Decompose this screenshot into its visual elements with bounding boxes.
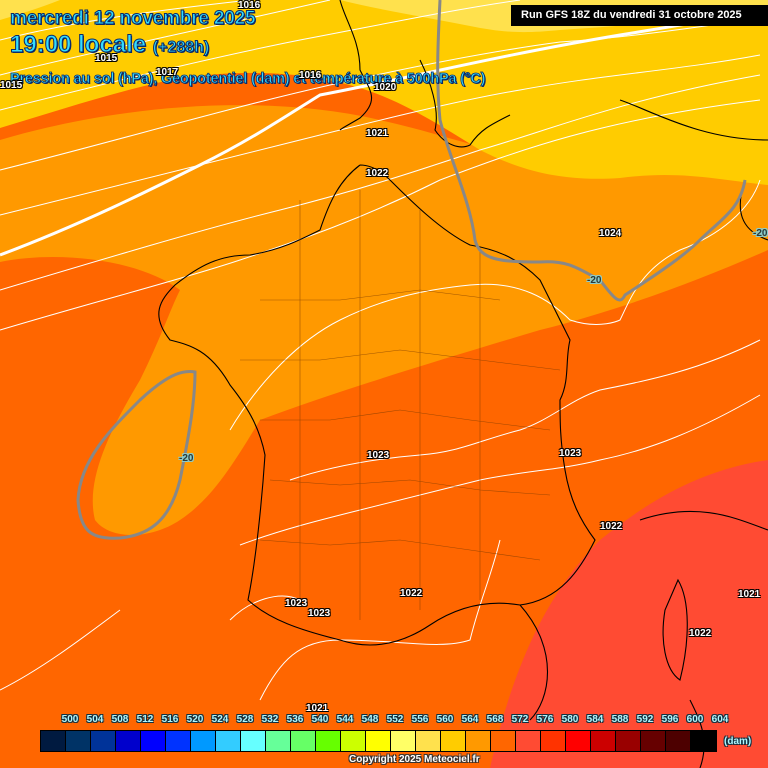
legend-value: 588 [611, 714, 629, 725]
legend-value: 584 [586, 714, 604, 725]
legend-value: 552 [386, 714, 404, 725]
legend-value: 560 [436, 714, 454, 725]
legend-value: 556 [411, 714, 429, 725]
forecast-time: 19:00 locale (+288h) [9, 31, 210, 59]
legend-value: 564 [461, 714, 479, 725]
legend-value: 524 [211, 714, 229, 725]
legend-swatch [441, 731, 466, 751]
legend-value: 520 [186, 714, 204, 725]
legend-value: 528 [236, 714, 254, 725]
pressure-label: 1016 [299, 70, 322, 81]
legend-value: 596 [661, 714, 679, 725]
zone-568 [490, 460, 768, 768]
legend-value: 576 [536, 714, 554, 725]
pressure-label: 1023 [308, 608, 331, 619]
legend-swatch [616, 731, 641, 751]
pressure-label: 1022 [366, 168, 389, 179]
legend-unit: (dam) [724, 736, 752, 747]
legend-swatch [466, 731, 491, 751]
legend-swatch [116, 731, 141, 751]
pressure-label: 1022 [689, 628, 712, 639]
legend-swatch [166, 731, 191, 751]
zone-560 [0, 105, 768, 535]
legend-value: 512 [136, 714, 154, 725]
legend-value: 500 [61, 714, 79, 725]
pressure-label: 1023 [559, 448, 582, 459]
legend-swatch [516, 731, 541, 751]
pressure-label: 1024 [599, 228, 622, 239]
forecast-date: mercredi 12 novembre 2025 [9, 8, 256, 30]
departments [240, 190, 561, 620]
legend-swatch [316, 731, 341, 751]
legend-value: 540 [311, 714, 329, 725]
legend-value: 572 [511, 714, 529, 725]
temperature-label: -20 [179, 453, 194, 464]
legend-value: 592 [636, 714, 654, 725]
legend-swatch [266, 731, 291, 751]
legend-value: 580 [561, 714, 579, 725]
run-info-banner: Run GFS 18Z du vendredi 31 octobre 2025 [511, 5, 768, 26]
legend-swatch [591, 731, 616, 751]
temperature-label: -20 [753, 228, 768, 239]
isobars [0, 0, 761, 701]
legend-value: 536 [286, 714, 304, 725]
thick-isobars [0, 8, 768, 257]
legend-swatch [691, 731, 716, 751]
legend-value: 568 [486, 714, 504, 725]
isotherm-minus20 [76, 0, 747, 540]
legend-value: 600 [686, 714, 704, 725]
pressure-label: 1015 [95, 53, 118, 64]
pressure-label: 1015 [0, 80, 23, 91]
legend-value: 548 [361, 714, 379, 725]
legend-value: 532 [261, 714, 279, 725]
coastlines [158, 0, 768, 768]
legend-value: 504 [86, 714, 104, 725]
legend-swatch [341, 731, 366, 751]
legend-swatch [416, 731, 441, 751]
legend-value: 508 [111, 714, 129, 725]
parameter-description: Pression au sol (hPa), Geopotentiel (dam… [10, 71, 486, 88]
legend-swatch [366, 731, 391, 751]
pressure-label: 1021 [738, 589, 761, 600]
legend-value: 604 [711, 714, 729, 725]
pressure-label: 1017 [156, 67, 179, 78]
pressure-label: 1022 [400, 588, 423, 599]
pressure-label: 1021 [306, 703, 329, 714]
legend-swatch [216, 731, 241, 751]
legend-swatch [91, 731, 116, 751]
zone-556 [0, 0, 768, 185]
pressure-label: 1023 [367, 450, 390, 461]
temperature-label: -20 [587, 275, 602, 286]
legend-swatch [666, 731, 691, 751]
copyright: Copyright 2025 Meteociel.fr [349, 754, 480, 765]
forecast-offset: (+288h) [152, 39, 210, 57]
legend-swatch [541, 731, 566, 751]
legend-values: 500 504 508 512 516 520 524 528 532 536 540 544 548 5… [41, 714, 729, 726]
color-legend [40, 730, 717, 752]
pressure-label: 1021 [366, 128, 389, 139]
legend-value: 516 [161, 714, 179, 725]
legend-swatch [66, 731, 91, 751]
legend-swatch [291, 731, 316, 751]
legend-swatch [191, 731, 216, 751]
legend-swatch [141, 731, 166, 751]
legend-swatch [641, 731, 666, 751]
pressure-label: 1016 [238, 0, 261, 11]
forecast-time-main: 19:00 locale [9, 31, 147, 59]
legend-swatch [491, 731, 516, 751]
legend-swatch [391, 731, 416, 751]
legend-swatch [41, 731, 66, 751]
legend-swatch [241, 731, 266, 751]
pressure-label: 1020 [374, 82, 397, 93]
pressure-label: 1023 [285, 598, 308, 609]
legend-swatch [566, 731, 591, 751]
legend-value: 544 [336, 714, 354, 725]
pressure-label: 1022 [600, 521, 623, 532]
